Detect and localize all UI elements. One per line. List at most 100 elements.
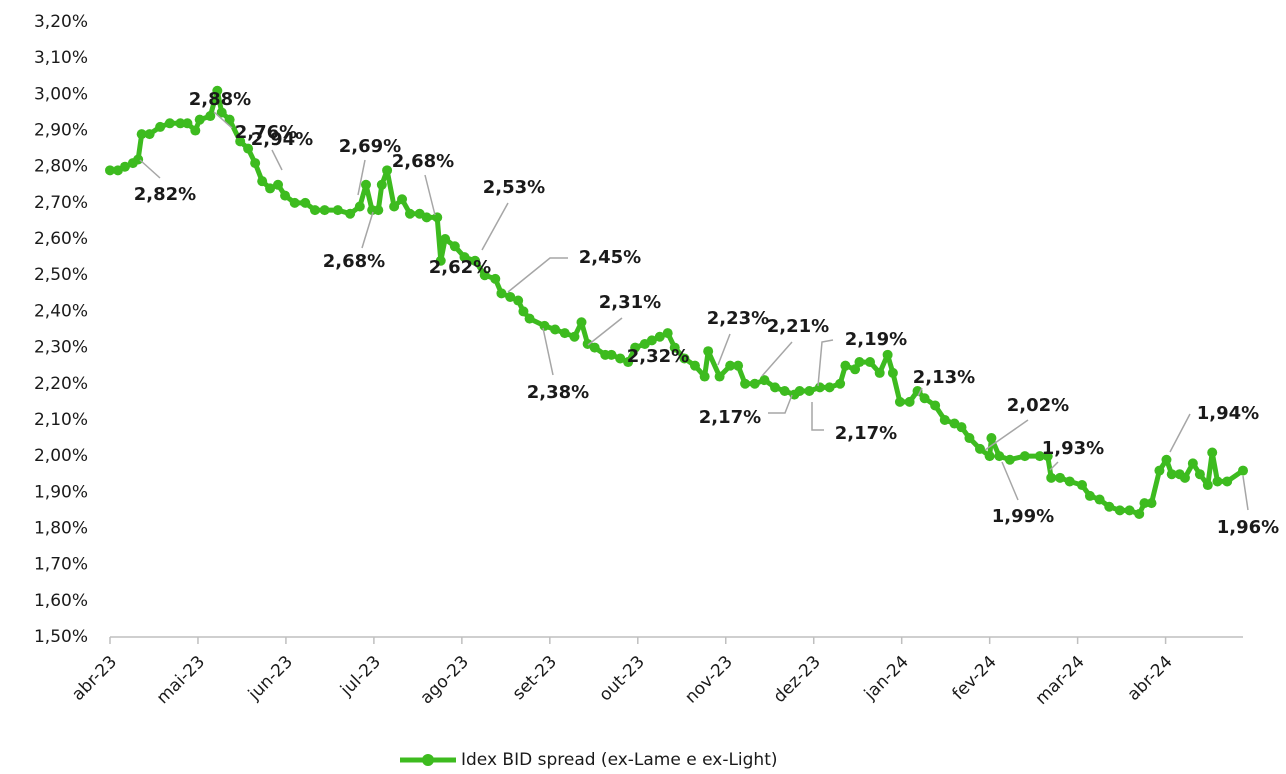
point	[280, 190, 291, 201]
y-tick-label: 2,80%	[34, 157, 88, 177]
point	[887, 367, 898, 378]
point	[479, 270, 490, 281]
point	[373, 205, 384, 216]
x-tick-label: jul-23	[336, 652, 385, 701]
point	[1179, 472, 1190, 483]
point	[1114, 505, 1125, 516]
point	[749, 378, 760, 389]
y-tick-label: 2,90%	[34, 121, 88, 141]
y-tick-label: 1,50%	[34, 627, 88, 647]
point	[360, 179, 371, 190]
point	[654, 331, 665, 342]
point	[1094, 494, 1105, 505]
point	[759, 375, 770, 386]
point	[432, 212, 443, 223]
leader-line	[271, 149, 283, 171]
point	[175, 118, 186, 129]
leader-line	[1242, 475, 1249, 511]
point	[440, 234, 451, 245]
point	[505, 291, 516, 302]
annotation: 1,99%	[992, 506, 1054, 527]
point	[136, 129, 147, 140]
leader-line	[817, 339, 834, 387]
point	[699, 371, 710, 382]
point	[289, 197, 300, 208]
annotation: 2,23%	[707, 308, 769, 329]
point	[623, 357, 634, 368]
leader-line	[587, 317, 623, 346]
leader-line	[768, 394, 793, 414]
point	[257, 176, 268, 187]
leader-line	[1049, 461, 1059, 471]
point	[1166, 469, 1177, 480]
point	[804, 386, 815, 396]
x-tick-label: dez-23	[770, 652, 825, 707]
annotation: 2,69%	[339, 136, 401, 157]
point	[939, 414, 950, 425]
point	[994, 451, 1005, 462]
point	[589, 342, 600, 353]
point	[559, 328, 570, 339]
point	[714, 371, 725, 382]
point	[397, 194, 408, 205]
point	[182, 118, 193, 129]
point	[496, 288, 507, 299]
leader-line	[542, 327, 554, 376]
point	[524, 313, 535, 324]
annotation: 2,68%	[392, 151, 454, 172]
point	[894, 396, 905, 407]
leader-line	[1001, 461, 1019, 501]
y-tick-label: 1,80%	[34, 518, 88, 538]
annotation: 2,38%	[527, 382, 589, 403]
leader-line	[357, 159, 366, 196]
point	[1042, 451, 1053, 462]
point	[569, 331, 580, 342]
y-tick-label: 2,50%	[34, 265, 88, 285]
point	[1238, 465, 1248, 476]
point	[404, 208, 415, 219]
point	[703, 346, 714, 357]
point	[389, 201, 400, 212]
point	[1077, 480, 1088, 491]
point	[265, 183, 276, 194]
point	[1124, 505, 1135, 516]
leader-line	[717, 333, 731, 366]
point	[1202, 480, 1213, 491]
point	[882, 349, 893, 360]
point	[919, 393, 930, 404]
annotation: 2,68%	[323, 251, 385, 272]
point	[1034, 451, 1045, 462]
x-tick-label: nov-23	[681, 652, 737, 708]
x-tick-label: mar-24	[1032, 652, 1089, 709]
point	[974, 443, 985, 454]
annotation: 1,94%	[1197, 403, 1259, 424]
leader-line	[1169, 413, 1191, 453]
point	[854, 357, 865, 368]
point	[164, 118, 175, 129]
point	[332, 205, 343, 216]
point	[300, 197, 311, 208]
y-tick-label: 2,00%	[34, 446, 88, 466]
point	[216, 107, 227, 118]
annotation: 2,32%	[627, 346, 689, 367]
point	[224, 114, 235, 125]
y-tick-label: 2,60%	[34, 229, 88, 249]
legend-label: Idex BID spread (ex-Lame e ex-Light)	[461, 750, 778, 770]
point	[212, 85, 223, 96]
x-tick-label: abr-24	[1124, 652, 1177, 705]
point	[382, 165, 393, 176]
point	[235, 136, 246, 147]
y-tick-label: 1,90%	[34, 482, 88, 502]
point	[518, 306, 529, 317]
annotation: 2,53%	[483, 177, 545, 198]
y-tick-label: 2,30%	[34, 338, 88, 358]
y-tick-label: 3,10%	[34, 48, 88, 68]
y-tick-label: 1,70%	[34, 555, 88, 575]
point	[840, 360, 851, 371]
point	[606, 349, 617, 360]
x-tick-label: out-23	[595, 652, 648, 705]
y-tick-label: 2,10%	[34, 410, 88, 430]
point	[1187, 458, 1198, 469]
point	[459, 252, 470, 263]
point	[1046, 472, 1057, 483]
